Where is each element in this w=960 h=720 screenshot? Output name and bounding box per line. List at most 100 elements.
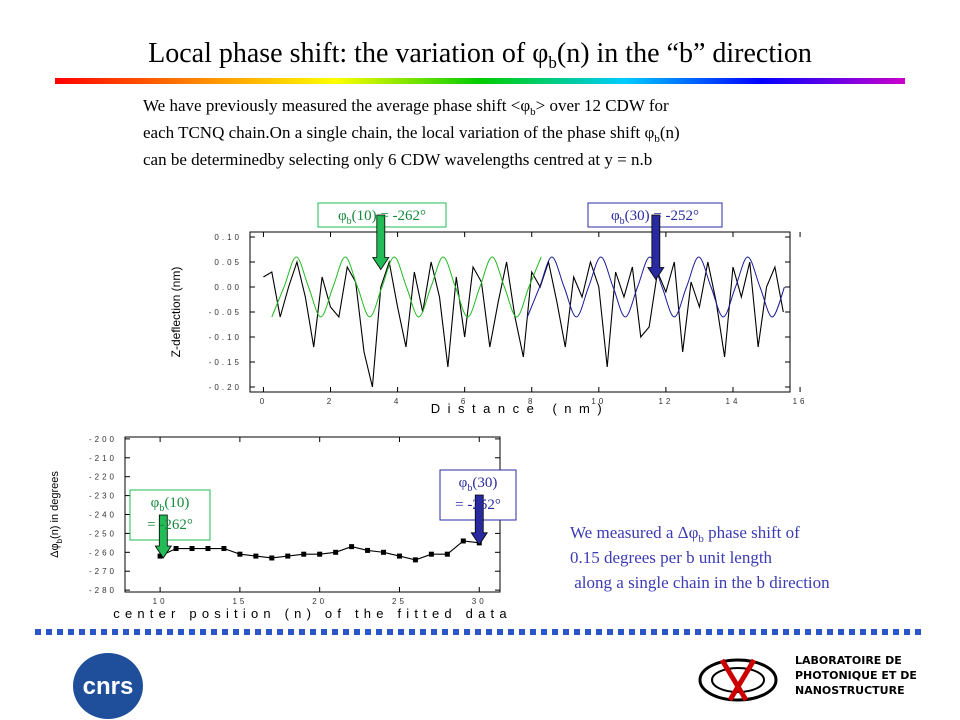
t: We measured a Δφ [570, 523, 699, 542]
lab-text: NANOSTRUCTURE [795, 684, 905, 697]
t: phase shift of [704, 523, 800, 542]
x-tick-label: 2 [327, 397, 334, 406]
findings-line: along a single chain in the b direction [570, 573, 830, 592]
t: (n) in degrees [49, 471, 61, 539]
data-line [271, 256, 542, 318]
title-part: (n) in the “b” direction [557, 38, 812, 69]
t: We have previously measured the average … [143, 96, 530, 115]
x-axis-label: center position (n) of the fitted data [113, 606, 512, 621]
y-tick-label: -0.10 [209, 333, 242, 342]
t: (30) = -252° [625, 208, 699, 224]
annotation-arrow [372, 214, 390, 271]
sub: b [654, 133, 660, 145]
sub: b [159, 503, 164, 514]
data-point [157, 553, 163, 559]
data-point [237, 551, 243, 557]
rainbow-bar [55, 78, 905, 84]
data-point [269, 555, 275, 561]
annotation-text: = -252° [455, 497, 501, 513]
y-tick-label: 0.00 [214, 283, 242, 292]
intro-line: We have previously measured the average … [143, 96, 669, 118]
logo-disc [73, 653, 143, 719]
x-tick-label: 25 [392, 597, 407, 606]
x-tick-label: 30 [472, 597, 487, 606]
sub: b [530, 106, 536, 118]
x-tick-label: 8 [528, 397, 535, 406]
findings-line: 0.15 degrees per b unit length [570, 548, 773, 567]
x-tick-label: 10 [153, 597, 168, 606]
lab-ring [698, 658, 778, 702]
data-point [349, 544, 355, 550]
series [157, 538, 482, 563]
y-tick-label: 0.10 [214, 233, 242, 242]
t: 0.15 degrees per b unit length [570, 548, 773, 567]
t: along a single chain in the b direction [570, 573, 830, 592]
y-tick-label: -250 [89, 529, 117, 538]
t: φ [338, 208, 347, 224]
annotation-arrow [647, 214, 665, 281]
title-part: Local phase shift: the variation of φ [148, 38, 548, 69]
data-point [253, 553, 259, 559]
data-point [173, 546, 179, 552]
sub: b [467, 483, 472, 494]
x-tick-label: 15 [232, 597, 247, 606]
x-tick-label: 4 [394, 397, 401, 406]
data-point [221, 546, 227, 552]
y-tick-label: -0.05 [209, 308, 242, 317]
data-point [333, 549, 339, 555]
t: φ [151, 495, 160, 511]
lab-mark [719, 658, 757, 702]
y-tick-label: -0.15 [209, 358, 242, 367]
y-tick-label: -240 [89, 511, 117, 520]
t: = -262° [147, 517, 193, 533]
t: (n) [660, 123, 680, 142]
data-point [301, 551, 307, 557]
y-tick-label: -270 [89, 567, 117, 576]
annotation-text: φb(30) = -252° [611, 208, 699, 227]
intro: We have previously measured the average … [143, 96, 680, 169]
sub: b [347, 216, 352, 227]
lab-text: PHOTONIQUE ET DE [795, 669, 917, 682]
t: = -252° [455, 497, 501, 513]
findings-line: We measured a Δφb phase shift of [570, 523, 800, 545]
y-tick-label: -280 [89, 586, 117, 595]
x-tick-label: 6 [461, 397, 468, 406]
data-point [205, 546, 211, 552]
sub: b [55, 538, 64, 543]
x-tick-label: 12 [658, 397, 673, 406]
series [263, 259, 784, 388]
data-point [381, 549, 387, 555]
intro-line: can be determinedby selecting only 6 CDW… [143, 150, 652, 169]
data-point [317, 551, 323, 557]
t: > over 12 CDW for [536, 96, 669, 115]
y-axis-label: Z-deflection (nm) [169, 267, 183, 358]
y-tick-label: -210 [89, 454, 117, 463]
x-tick-label: 20 [312, 597, 327, 606]
t: each TCNQ chain.On a single chain, the l… [143, 123, 655, 142]
data-point [396, 553, 402, 559]
title-sub: b [548, 53, 557, 72]
t: (10) [164, 495, 189, 511]
data-point [189, 546, 195, 552]
t: (30) [472, 475, 497, 491]
cnrs-logo: cnrs [73, 653, 143, 719]
data-point [412, 557, 418, 563]
t: φ [611, 208, 620, 224]
findings: We measured a Δφb phase shift of 0.15 de… [570, 523, 830, 592]
data-line [263, 259, 784, 388]
x-tick-label: 16 [793, 397, 808, 406]
annotation-text: φb(10) [151, 495, 190, 514]
x-axis-label: Distance (nm) [431, 401, 609, 416]
annotation-arrow [470, 494, 489, 546]
y-tick-label: -260 [89, 548, 117, 557]
slide-title: Local phase shift: the variation of φb(n… [148, 38, 812, 72]
series [271, 256, 542, 318]
annotation-text: φb(30) [459, 475, 498, 494]
annotation-box [129, 489, 211, 541]
intro-line: each TCNQ chain.On a single chain, the l… [143, 123, 680, 145]
t: φ [459, 475, 468, 491]
y-tick-label: -0.20 [209, 383, 242, 392]
annotation-text: = -262° [147, 517, 193, 533]
y-tick-label: -200 [89, 435, 117, 444]
